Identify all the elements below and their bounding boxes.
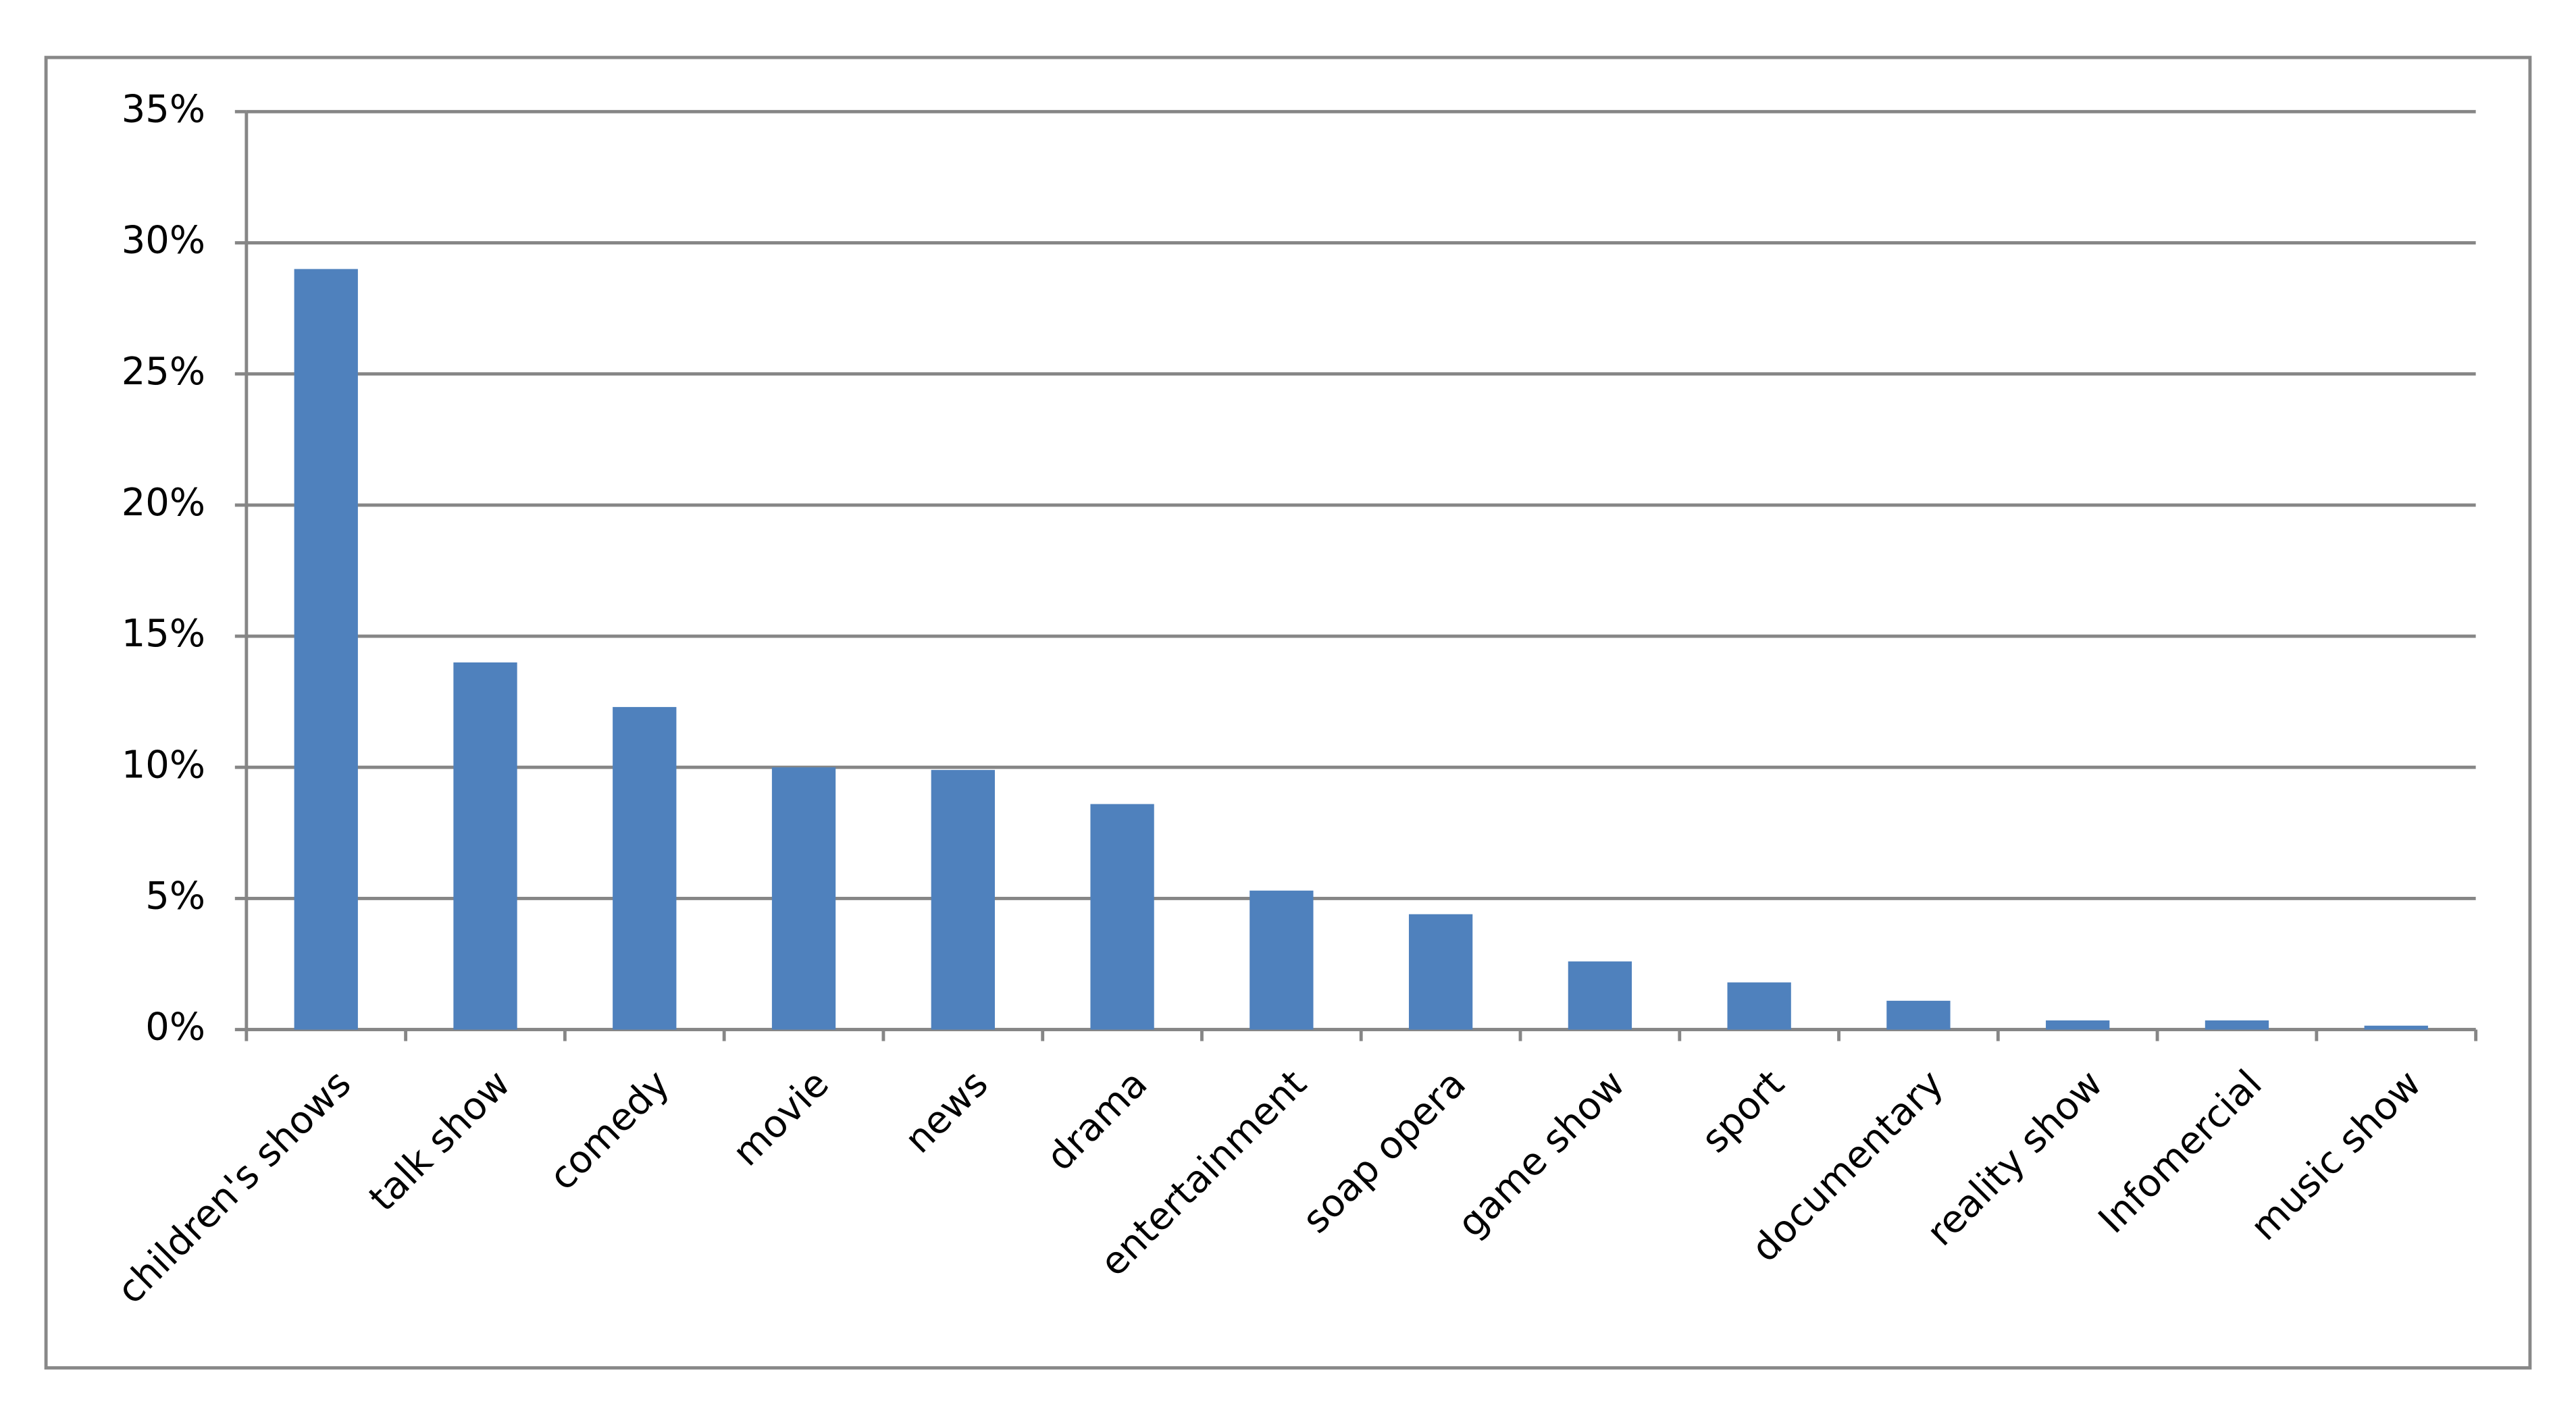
bar bbox=[2046, 1020, 2110, 1030]
y-tick-label: 20% bbox=[122, 481, 205, 525]
bar bbox=[1886, 1000, 1951, 1030]
y-tick-label: 10% bbox=[122, 743, 205, 787]
y-tick-label: 15% bbox=[122, 612, 205, 656]
bar bbox=[771, 767, 836, 1030]
y-tick-label: 25% bbox=[122, 350, 205, 394]
y-tick-label: 0% bbox=[145, 1006, 205, 1049]
bar bbox=[1408, 914, 1473, 1030]
bar bbox=[294, 269, 358, 1030]
bar bbox=[1568, 961, 1632, 1030]
bar bbox=[613, 706, 677, 1030]
bar bbox=[2205, 1020, 2269, 1030]
y-tick-label: 5% bbox=[145, 875, 205, 918]
y-tick-label: 30% bbox=[122, 219, 205, 263]
bar bbox=[2364, 1025, 2428, 1030]
bar bbox=[1727, 982, 1791, 1030]
bar bbox=[453, 662, 517, 1030]
bar bbox=[1250, 890, 1314, 1030]
y-tick-label: 35% bbox=[122, 87, 205, 131]
bar bbox=[1090, 804, 1154, 1030]
bar bbox=[931, 770, 995, 1030]
